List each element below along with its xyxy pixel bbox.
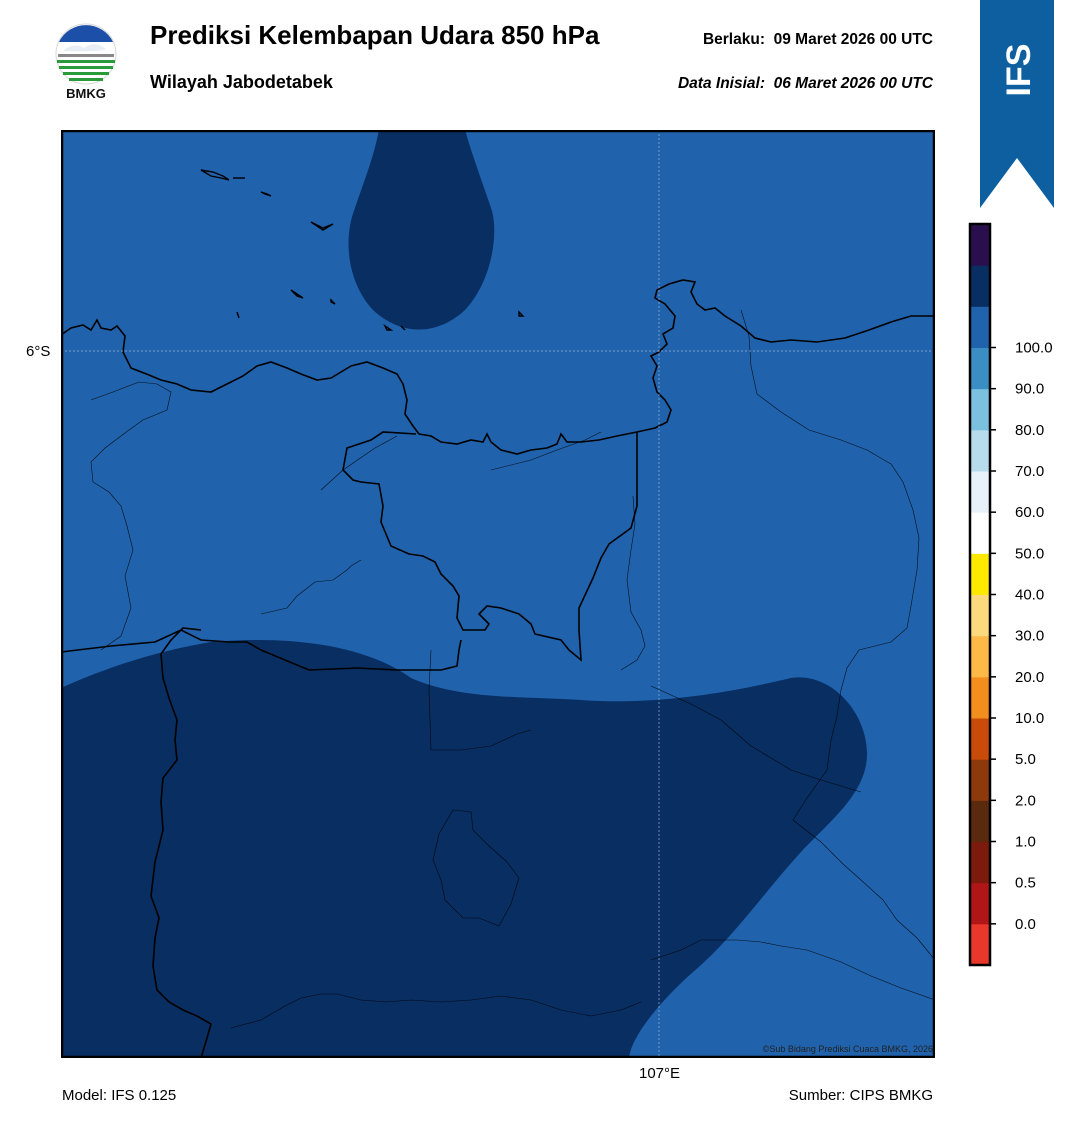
source-label: Sumber: CIPS BMKG [788,1087,933,1104]
colorbar-band [970,759,990,801]
colorbar-frame [968,222,992,967]
colorbar-band [970,635,990,678]
colorbar-band [970,512,990,554]
colorbar-label: 2.0 [1015,792,1036,809]
colorbar-band [970,594,990,637]
colorbar-band [970,265,990,307]
colorbar-band [970,306,990,348]
colorbar-label: 40.0 [1015,587,1044,604]
colorbar-label: 50.0 [1015,545,1044,562]
colorbar-label: 60.0 [1015,504,1044,521]
colorbar: 0.0 0.5 1.0 2.0 5.0 10.0 20.0 30.0 40.0 50.0 60.0 7… [968,222,1068,968]
colorbar-label: 1.0 [1015,834,1036,851]
colorbar-band [970,429,990,472]
colorbar-svg: 0.0 0.5 1.0 2.0 5.0 10.0 20.0 30.0 40.0 50.0 60.0 7… [968,222,1053,967]
colorbar-label: 90.0 [1015,381,1044,398]
map-frame [60,129,936,1059]
valid-time: Berlaku: 09 Maret 2026 00 UTC [703,31,933,49]
colorbar-band [970,882,990,925]
colorbar-label: 20.0 [1015,669,1044,686]
humidity-map-canvas [60,129,936,1059]
colorbar-band [970,676,990,719]
admin-boundaries [90,309,935,1029]
colorbar-band [970,841,990,884]
colorbar-label: 80.0 [1015,422,1044,439]
colorbar-band [970,718,990,760]
latitude-label: 6°S [26,343,51,360]
bmkg-logo: BMKG [50,20,122,102]
colorbar-label: 30.0 [1015,628,1044,645]
colorbar-ticks: 0.0 0.5 1.0 2.0 5.0 10.0 20.0 30.0 40.0 50.0 60.0 7… [990,340,1053,933]
valid-label: Berlaku: [702,31,765,48]
colorbar-label: 100.0 [1015,340,1053,357]
colorbar-label: 70.0 [1015,463,1044,480]
longitude-label: 107°E [639,1065,681,1082]
humidity-zone-90-100-south [61,639,868,1058]
colorbar-band [970,800,990,842]
init-label: Data Inisial: [677,75,765,92]
logo-text: BMKG [66,86,106,101]
colorbar-band [970,923,990,966]
colorbar-band [970,553,990,595]
colorbar-label: 0.0 [1015,916,1036,933]
colorbar-band [970,224,990,266]
islands [200,169,525,331]
map-credit: ©Sub Bidang Prediksi Cuaca BMKG, 2026 [762,1044,933,1054]
colorbar-band [970,347,990,390]
ifs-banner: IFS [980,0,1054,208]
valid-value: 09 Maret 2026 00 UTC [773,31,933,48]
humidity-zone-90-100-north [348,130,495,330]
colorbar-label: 0.5 [1015,875,1036,892]
graticule [61,130,935,1058]
colorbar-band [970,471,990,513]
coastline [61,279,935,1058]
bmkg-logo-icon: BMKG [55,23,117,101]
map-subtitle: Wilayah Jabodetabek [150,72,333,92]
colorbar-label: 5.0 [1015,751,1036,768]
ifs-banner-text: IFS [1000,44,1038,97]
colorbar-bands [970,224,990,966]
model-label: Model: IFS 0.125 [62,1087,177,1104]
colorbar-label: 10.0 [1015,710,1044,727]
init-time: Data Inisial: 06 Maret 2026 00 UTC [678,75,933,93]
colorbar-band [970,388,990,431]
humidity-map [60,129,936,1059]
init-value: 06 Maret 2026 00 UTC [773,75,933,92]
map-title: Prediksi Kelembapan Udara 850 hPa [150,20,600,50]
